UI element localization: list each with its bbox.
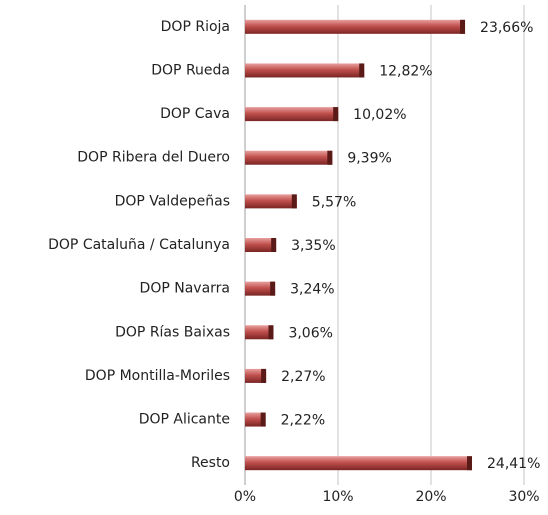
y-tick-label: DOP Rías Baixas: [115, 324, 230, 340]
bar: [245, 194, 297, 209]
bar-end: [260, 412, 266, 427]
value-label: 3,06%: [288, 325, 332, 341]
x-tick-label: 30%: [508, 489, 539, 505]
value-label: 3,35%: [291, 238, 335, 254]
bar: [245, 368, 267, 383]
bar-end: [261, 368, 267, 383]
bar-end: [270, 281, 276, 296]
bar: [245, 63, 365, 78]
y-tick-label: DOP Alicante: [139, 412, 230, 428]
bar: [245, 19, 466, 34]
bar-end: [291, 194, 297, 209]
value-label: 2,22%: [281, 413, 325, 429]
y-tick-label: DOP Rioja: [161, 19, 230, 35]
bar-end: [268, 325, 274, 340]
bar: [245, 238, 277, 252]
y-tick-label: DOP Valdepeñas: [115, 193, 230, 209]
bar: [245, 325, 274, 340]
value-label: 23,66%: [480, 20, 533, 36]
bar-end: [467, 456, 473, 471]
bar: [245, 281, 276, 296]
value-label: 5,57%: [312, 194, 356, 210]
x-tick-label: 10%: [322, 489, 353, 505]
value-label: 10,02%: [353, 107, 406, 123]
y-tick-label: DOP Cataluña / Catalunya: [48, 237, 230, 253]
bar: [245, 412, 266, 427]
bar-end: [327, 150, 333, 165]
value-label: 24,41%: [487, 456, 540, 472]
value-label: 12,82%: [379, 63, 432, 79]
value-label: 9,39%: [347, 151, 391, 167]
y-tick-label: DOP Montilla-Moriles: [85, 368, 230, 384]
value-label: 3,24%: [290, 282, 334, 298]
y-tick-label: Resto: [191, 455, 230, 471]
bar: [245, 150, 333, 165]
bar-end: [333, 107, 339, 122]
bar: [245, 456, 473, 471]
value-label: 2,27%: [281, 369, 325, 385]
y-tick-label: DOP Ribera del Duero: [77, 150, 230, 166]
bar: [245, 107, 339, 122]
bar-end: [271, 238, 277, 252]
y-tick-label: DOP Rueda: [151, 62, 230, 78]
bar-end: [460, 19, 466, 34]
y-tick-label: DOP Cava: [160, 106, 230, 122]
bar-end: [359, 63, 365, 78]
x-tick-label: 0%: [234, 489, 256, 505]
x-tick-label: 20%: [415, 489, 446, 505]
y-tick-label: DOP Navarra: [140, 281, 230, 297]
